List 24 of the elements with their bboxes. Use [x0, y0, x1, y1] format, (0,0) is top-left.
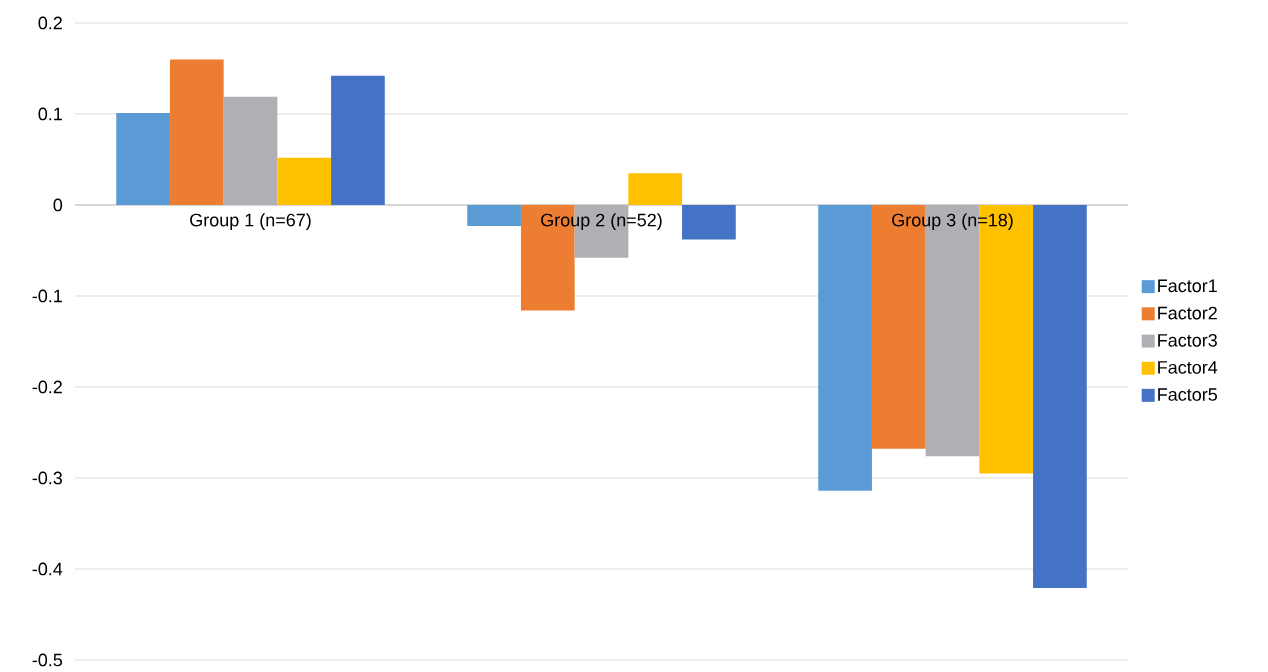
bar [277, 157, 332, 205]
y-tick-label: 0.2 [38, 16, 62, 30]
legend-label: Factor3 [1158, 333, 1217, 347]
y-tick-label: -0.4 [32, 562, 63, 576]
bar [682, 204, 736, 240]
legend-label: Factor2 [1158, 306, 1217, 320]
bar [818, 204, 872, 491]
legend-label: Factor1 [1158, 279, 1217, 292]
bar [467, 204, 521, 226]
y-tick-label: -0.3 [32, 471, 63, 485]
y-tick-label: -0.1 [32, 289, 62, 303]
y-tick-label: -0.2 [32, 380, 62, 394]
y-tick-label: 0 [53, 198, 63, 212]
bar [169, 59, 224, 205]
bar [223, 96, 278, 205]
bar [331, 75, 385, 205]
y-tick-label: -0.5 [32, 653, 63, 667]
x-tick-label: Group 1 (n=67) [190, 213, 311, 230]
bar [1033, 204, 1087, 588]
bar [628, 172, 683, 205]
y-tick-label: 0.1 [38, 107, 62, 121]
legend-label: Factor5 [1158, 388, 1217, 401]
bar [116, 112, 170, 205]
legend-label: Factor4 [1158, 361, 1218, 374]
